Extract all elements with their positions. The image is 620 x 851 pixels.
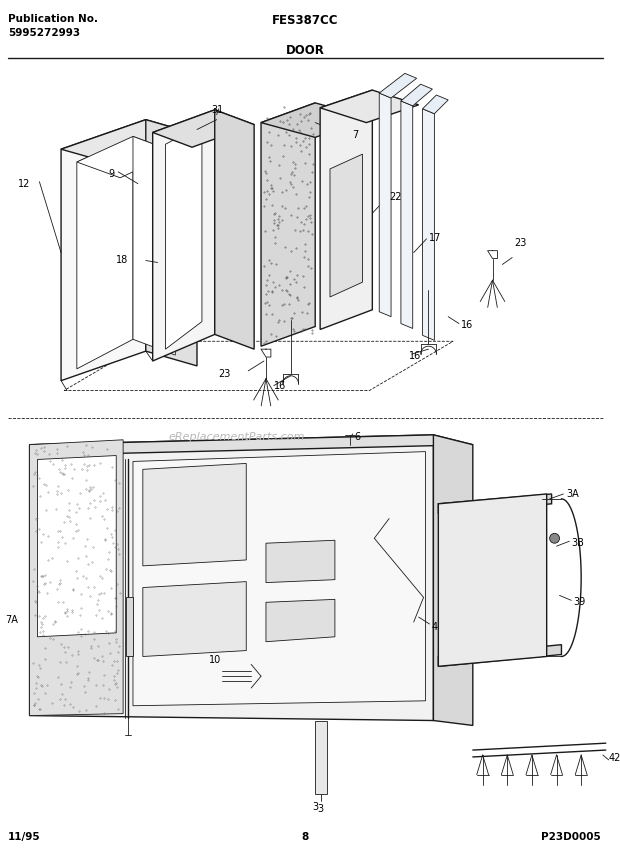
Text: 3A: 3A <box>567 489 579 499</box>
Polygon shape <box>143 581 246 656</box>
Polygon shape <box>77 136 133 368</box>
Text: 39: 39 <box>574 597 585 608</box>
Text: 3: 3 <box>312 802 318 812</box>
Text: 16: 16 <box>461 320 473 329</box>
Text: 23: 23 <box>514 237 526 248</box>
Text: P23D0005: P23D0005 <box>541 831 601 842</box>
Polygon shape <box>146 120 197 366</box>
Text: 17: 17 <box>428 233 441 243</box>
Polygon shape <box>379 93 391 317</box>
Text: 7: 7 <box>353 129 359 140</box>
Polygon shape <box>37 455 116 637</box>
Polygon shape <box>153 110 215 361</box>
Polygon shape <box>266 599 335 642</box>
Polygon shape <box>330 154 363 297</box>
Polygon shape <box>401 84 432 106</box>
Polygon shape <box>315 721 327 794</box>
Polygon shape <box>379 73 417 98</box>
Text: 22: 22 <box>389 191 402 202</box>
Circle shape <box>550 534 559 543</box>
Text: 18: 18 <box>116 254 128 265</box>
Polygon shape <box>126 597 133 656</box>
Polygon shape <box>320 90 373 329</box>
Text: 31: 31 <box>212 105 224 115</box>
Polygon shape <box>433 435 473 725</box>
Polygon shape <box>438 645 562 666</box>
Polygon shape <box>30 435 473 454</box>
Polygon shape <box>266 540 335 583</box>
Text: 7A: 7A <box>5 615 18 625</box>
Polygon shape <box>438 494 547 666</box>
Text: 16: 16 <box>274 380 286 391</box>
Text: 11/95: 11/95 <box>8 831 40 842</box>
Text: eReplacementParts.com: eReplacementParts.com <box>168 432 304 442</box>
Polygon shape <box>261 103 315 346</box>
Text: 5995272993: 5995272993 <box>8 28 80 38</box>
Text: FES387CC: FES387CC <box>272 14 339 27</box>
Text: DOOR: DOOR <box>286 43 325 57</box>
Text: 4: 4 <box>432 622 438 632</box>
Text: 16: 16 <box>409 351 421 361</box>
Polygon shape <box>438 494 552 514</box>
Polygon shape <box>261 103 370 137</box>
Polygon shape <box>30 435 433 721</box>
Polygon shape <box>423 109 435 340</box>
Polygon shape <box>30 440 123 716</box>
Polygon shape <box>61 120 146 380</box>
Text: 3B: 3B <box>571 539 584 548</box>
Polygon shape <box>61 120 197 164</box>
Text: 42: 42 <box>609 753 620 763</box>
Text: 10: 10 <box>208 654 221 665</box>
Polygon shape <box>166 124 202 349</box>
Polygon shape <box>133 136 175 355</box>
Text: 6: 6 <box>355 432 361 442</box>
Text: 3: 3 <box>317 804 323 814</box>
Text: 9: 9 <box>108 168 115 179</box>
Polygon shape <box>143 464 246 566</box>
Polygon shape <box>153 110 254 147</box>
Polygon shape <box>77 136 175 178</box>
Polygon shape <box>423 95 448 114</box>
Text: 23: 23 <box>219 368 231 379</box>
Polygon shape <box>401 101 413 328</box>
Text: Publication No.: Publication No. <box>8 14 98 24</box>
Text: 8: 8 <box>302 831 309 842</box>
Polygon shape <box>215 110 254 349</box>
Text: 12: 12 <box>18 179 30 189</box>
Polygon shape <box>133 452 425 705</box>
Polygon shape <box>320 90 418 123</box>
